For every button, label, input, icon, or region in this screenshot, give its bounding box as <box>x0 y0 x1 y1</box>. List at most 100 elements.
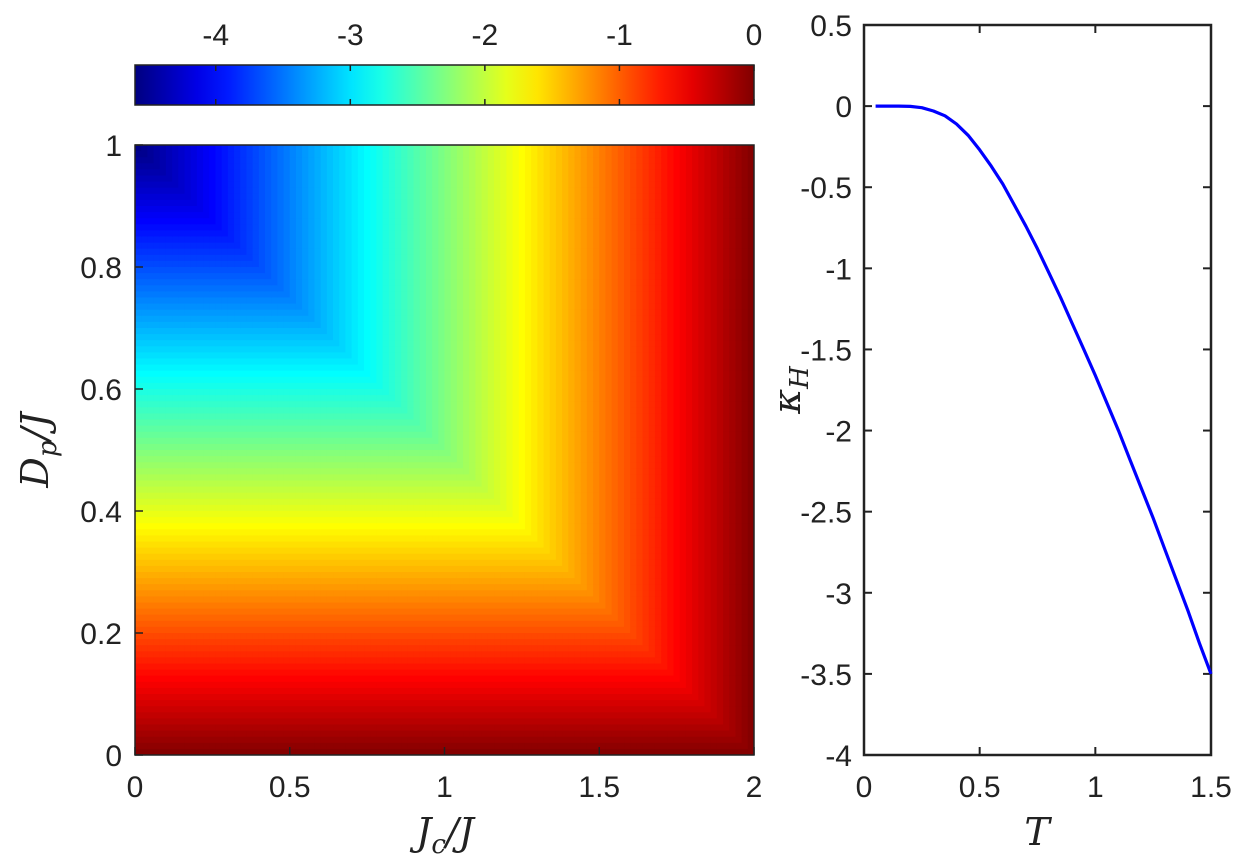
heatmap-cell <box>258 645 266 652</box>
heatmap-cell <box>308 724 316 732</box>
heatmap-cell <box>153 145 161 152</box>
heatmap-cell <box>165 431 173 439</box>
heatmap-cell <box>289 572 297 579</box>
heatmap-cell <box>425 199 433 207</box>
heatmap-cell <box>234 614 241 622</box>
heatmap-cell <box>240 535 248 543</box>
heatmap-cell <box>289 669 297 677</box>
heatmap-cell <box>147 267 155 274</box>
heatmap-cell <box>215 248 223 256</box>
heatmap-cell <box>382 712 390 719</box>
heatmap-cell <box>302 334 309 341</box>
heatmap-cell <box>432 541 439 549</box>
heatmap-cell <box>425 468 433 475</box>
heatmap-cell <box>264 328 272 335</box>
heatmap-cell <box>246 321 254 329</box>
heatmap-cell <box>240 547 248 555</box>
heatmap-cell <box>165 206 173 213</box>
heatmap-cell <box>364 437 371 445</box>
heatmap-cell <box>289 730 297 738</box>
heatmap-cell <box>203 425 210 433</box>
heatmap-cell <box>165 267 173 274</box>
heatmap-cell <box>413 578 421 585</box>
heatmap-cell <box>227 602 235 610</box>
heatmap-cell <box>382 340 390 347</box>
heatmap-cell <box>432 291 439 299</box>
heatmap-cell <box>326 517 334 524</box>
heatmap-cell <box>141 468 148 475</box>
heatmap-cell <box>240 340 248 347</box>
heatmap-cell <box>382 328 390 335</box>
heatmap-cell <box>178 328 186 335</box>
heatmap-cell <box>314 352 322 360</box>
heatmap-cell <box>271 382 278 390</box>
heatmap-cell <box>370 364 378 372</box>
heatmap-cell <box>190 303 198 311</box>
heatmap-cell <box>147 260 155 268</box>
heatmap-cell <box>258 224 266 231</box>
heatmap-cell <box>302 614 309 622</box>
heatmap-cell <box>432 267 439 274</box>
heatmap-cell <box>283 413 291 421</box>
heatmap-cell <box>407 206 415 213</box>
heatmap-cell <box>314 279 322 286</box>
heatmap-cell <box>172 706 179 713</box>
heatmap-cell <box>351 541 359 549</box>
heatmap-cell <box>289 614 297 622</box>
heatmap-cell <box>184 236 192 244</box>
heatmap-cell <box>364 425 371 433</box>
heatmap-cell <box>345 413 353 421</box>
heatmap-cell <box>271 456 278 463</box>
heatmap-cell <box>382 181 390 189</box>
heatmap-cell <box>314 529 322 536</box>
heatmap-cell <box>277 645 285 652</box>
heatmap-cell <box>432 309 439 317</box>
heatmap-cell <box>302 328 309 335</box>
heatmap-cell <box>178 157 186 164</box>
heatmap-cell <box>252 395 260 402</box>
heatmap-cell <box>302 285 309 292</box>
heatmap-cell <box>147 218 155 225</box>
heatmap-cell <box>178 626 186 634</box>
heatmap-cell <box>221 675 229 683</box>
heatmap-cell <box>264 596 272 604</box>
heatmap-cell <box>345 206 353 213</box>
heatmap-cell <box>388 663 396 671</box>
heatmap-cell <box>357 626 365 634</box>
heatmap-cell <box>357 279 365 286</box>
heatmap-cell <box>432 340 439 347</box>
heatmap-cell <box>240 370 248 378</box>
heatmap-cell <box>364 663 371 671</box>
heatmap-cell <box>401 529 408 536</box>
heatmap-cell <box>357 413 365 421</box>
heatmap-cell <box>221 413 229 421</box>
heatmap-cell <box>357 450 365 457</box>
heatmap-cell <box>159 230 167 238</box>
heatmap-cell <box>308 657 316 665</box>
heatmap-cell <box>388 413 396 421</box>
heatmap-cell <box>203 224 210 231</box>
heatmap-cell <box>314 175 322 183</box>
heatmap-cell <box>178 187 186 195</box>
heatmap-cell <box>221 309 229 317</box>
heatmap-cell <box>419 279 427 286</box>
heatmap-cell <box>234 285 241 292</box>
heatmap-cell <box>419 572 427 579</box>
heatmap-cell <box>234 511 241 518</box>
heatmap-cell <box>370 541 378 549</box>
heatmap-cell <box>351 151 359 158</box>
heatmap-cell <box>326 468 334 475</box>
heatmap-cell <box>283 169 291 177</box>
heatmap-cell <box>295 669 303 677</box>
heatmap-cell <box>252 547 260 555</box>
heatmap-cell <box>394 511 402 518</box>
heatmap-cell <box>401 224 408 231</box>
heatmap-cell <box>240 157 248 164</box>
heatmap-cell <box>425 291 433 299</box>
heatmap-cell <box>388 730 396 738</box>
heatmap-cell <box>190 151 198 158</box>
heatmap-cell <box>339 187 347 195</box>
heatmap-cell <box>209 620 217 628</box>
heatmap-cell <box>333 389 340 396</box>
heatmap-cell <box>314 480 322 488</box>
